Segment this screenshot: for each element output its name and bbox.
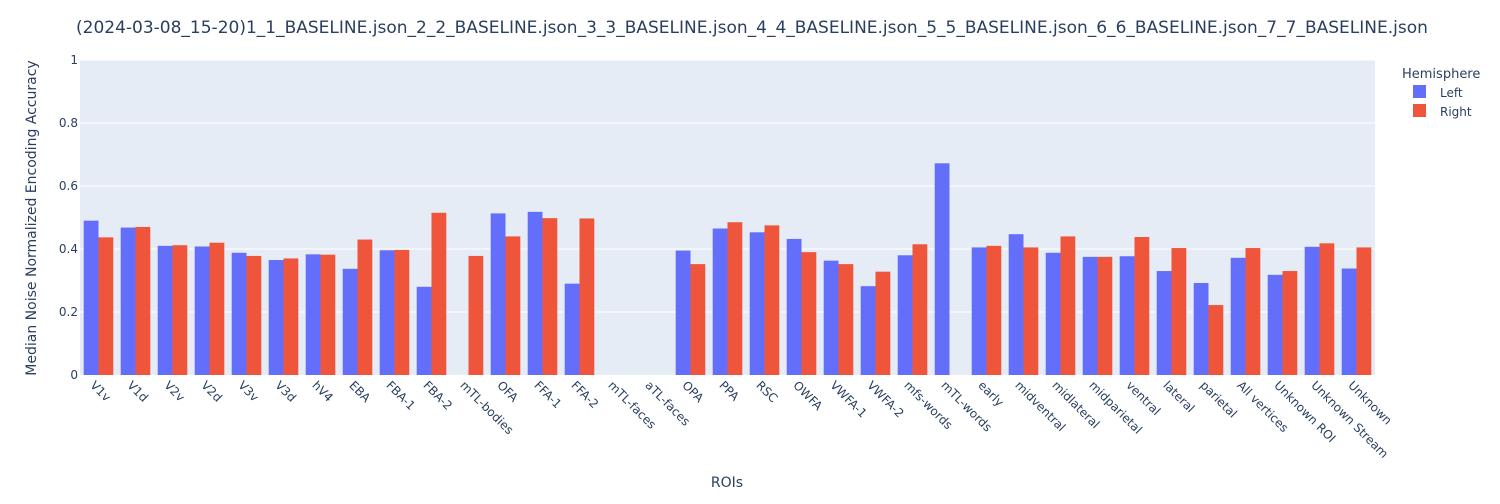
legend-label-left: Left [1440,86,1463,100]
bar-left-early[interactable] [971,247,987,375]
bar-right-midventral[interactable] [1023,247,1039,375]
bar-right-fba-1[interactable] [394,249,410,375]
y-tick-label: 0.2 [59,305,78,319]
bar-right-unknown-roi[interactable] [1282,271,1298,375]
chart-title: (2024-03-08_15-20)1_1_BASELINE.json_2_2_… [76,18,1428,38]
bar-right-owfa[interactable] [801,252,817,375]
y-axis-label: Median Noise Normalized Encoding Accurac… [24,60,40,375]
bar-left-mfs-words[interactable] [897,255,913,375]
bar-right-opa[interactable] [690,264,706,375]
bar-right-v2d[interactable] [209,242,225,375]
bar-left-hv4[interactable] [305,254,321,375]
bar-left-midparietal[interactable] [1082,256,1098,375]
bar-left-vwfa-1[interactable] [823,260,839,375]
bar-right-v1v[interactable] [98,237,114,375]
bar-left-v2d[interactable] [194,246,210,375]
bar-left-midlateral[interactable] [1045,252,1061,375]
bar-left-all-vertices[interactable] [1230,257,1246,375]
bar-left-v2v[interactable] [157,245,173,375]
bar-left-ofa[interactable] [490,213,506,375]
x-axis-label: ROIs [711,475,743,491]
legend-swatch-left [1413,85,1426,98]
bar-left-eba[interactable] [342,268,358,375]
legend[interactable]: Hemisphere Left Right [1402,67,1480,119]
bar-left-v1v[interactable] [83,220,99,375]
y-tick-labels: 0 0.2 0.4 0.6 0.8 1 [59,53,78,382]
bar-right-unknown[interactable] [1356,247,1372,375]
bar-left-unknown-roi[interactable] [1267,274,1283,375]
legend-swatch-right [1413,104,1426,117]
bar-left-ventral[interactable] [1119,256,1135,375]
bar-right-mfs-words[interactable] [912,244,928,375]
bar-right-unknown-stream[interactable] [1319,243,1335,375]
bar-right-v1d[interactable] [135,226,151,375]
bar-left-v3v[interactable] [231,252,247,375]
y-tick-label: 0.8 [59,116,78,130]
bar-left-opa[interactable] [675,250,691,375]
bar-left-midventral[interactable] [1008,234,1024,375]
bar-right-vwfa-1[interactable] [838,264,854,375]
bar-left-ppa[interactable] [712,228,728,375]
bar-right-early[interactable] [986,245,1002,375]
bar-right-all-vertices[interactable] [1245,248,1261,375]
bar-right-eba[interactable] [357,239,373,375]
bar-right-v2v[interactable] [172,245,188,375]
bar-right-ventral[interactable] [1134,237,1150,375]
bar-right-ffa-2[interactable] [579,218,595,375]
bar-left-mtl-words[interactable] [934,163,950,375]
bar-right-parietal[interactable] [1208,305,1224,375]
bar-left-vwfa-2[interactable] [860,286,876,375]
bar-left-ffa-1[interactable] [527,211,543,375]
bar-left-rsc[interactable] [749,232,765,375]
bar-right-ppa[interactable] [727,222,743,375]
bar-left-v1d[interactable] [120,227,136,375]
bars [83,163,1372,375]
bar-left-fba-1[interactable] [379,250,395,375]
bar-right-midlateral[interactable] [1060,236,1076,375]
bar-right-ffa-1[interactable] [542,218,558,375]
legend-item-right[interactable]: Right [1413,104,1472,119]
bar-right-ofa[interactable] [505,236,521,375]
bar-left-unknown-stream[interactable] [1304,246,1320,375]
bar-right-fba-2[interactable] [431,212,447,375]
bar-right-lateral[interactable] [1171,248,1187,375]
bar-right-vwfa-2[interactable] [875,271,891,375]
bar-left-v3d[interactable] [268,260,284,375]
bar-left-fba-2[interactable] [416,286,432,375]
bar-right-v3v[interactable] [246,255,262,375]
bar-right-rsc[interactable] [764,225,780,375]
legend-label-right: Right [1440,105,1472,119]
bar-right-mtl-bodies[interactable] [468,255,484,375]
bar-right-v3d[interactable] [283,258,299,375]
y-tick-label: 0 [70,368,78,382]
bar-left-unknown[interactable] [1341,268,1357,375]
bar-right-hv4[interactable] [320,254,336,375]
bar-left-lateral[interactable] [1156,271,1172,375]
legend-item-left[interactable]: Left [1413,85,1463,100]
bar-right-midparietal[interactable] [1097,256,1113,375]
y-tick-label: 0.4 [59,242,78,256]
bar-left-owfa[interactable] [786,238,802,375]
bar-left-ffa-2[interactable] [564,283,580,375]
y-tick-label: 1 [70,53,78,67]
legend-title: Hemisphere [1402,67,1480,82]
bar-left-parietal[interactable] [1193,283,1209,375]
y-tick-label: 0.6 [59,179,78,193]
